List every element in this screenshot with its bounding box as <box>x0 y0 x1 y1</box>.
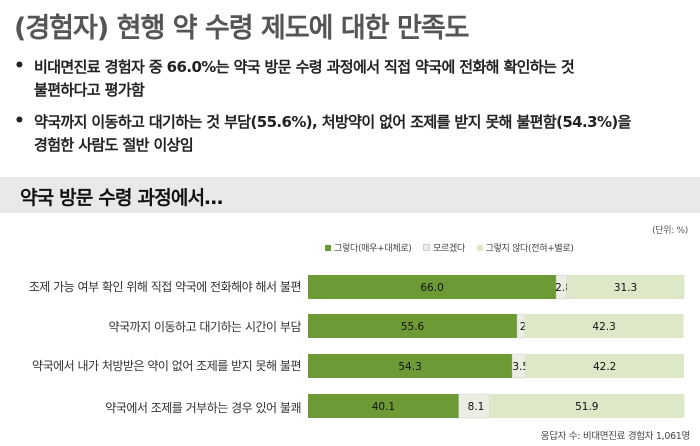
section-header: 약국 방문 수령 과정에서… <box>0 177 700 213</box>
value-label-disagree-1: 31.3 <box>614 282 637 294</box>
category-label-1: 조제 가능 여부 확인 위해 직접 약국에 전화해야 해서 불편 <box>28 280 302 294</box>
legend-swatch-agree <box>325 245 331 251</box>
value-label-neutral-2: 2 <box>520 321 527 333</box>
value-label-agree-1: 66.0 <box>420 282 443 294</box>
bullet-dot-icon: • <box>14 111 25 131</box>
bullet-2-line-1: 약국까지 이동하고 대기하는 것 부담(55.6%), 처방약이 없어 조제를 … <box>34 113 631 131</box>
bar-agree-4 <box>308 394 459 418</box>
category-label-3: 약국에서 내가 처방받은 약이 없어 조제를 받지 못해 불편 <box>32 359 301 373</box>
source-note: 응답자 수: 비대면진료 경험자 1,061명 <box>540 431 691 442</box>
chart-title: (경험자) 현행 약 수령 제도에 대한 만족도 <box>14 13 470 44</box>
section-title: 약국 방문 수령 과정에서… <box>20 187 223 209</box>
summary-bullet-1: • 비대면진료 경험자 중 66.0%는 약국 방문 수령 과정에서 직접 약국… <box>14 56 694 102</box>
category-label-2: 약국까지 이동하고 대기하는 시간이 부담 <box>108 320 302 334</box>
legend-label-disagree: 그렇지 않다(전혀+별로) <box>485 244 574 254</box>
value-label-agree-3: 54.3 <box>398 361 421 373</box>
value-label-agree-4: 40.1 <box>372 401 395 413</box>
category-label-4: 약국에서 조제를 거부하는 경우 있어 불쾌 <box>105 401 301 415</box>
value-label-neutral-4: 8.1 <box>468 401 485 413</box>
unit-label: (단위: %) <box>652 226 688 236</box>
bar-agree-3 <box>308 354 513 378</box>
value-label-neutral-3: 3.5 <box>512 361 529 373</box>
bar-neutral-4 <box>458 393 490 419</box>
value-label-disagree-4: 51.9 <box>575 401 598 413</box>
value-label-agree-2: 55.6 <box>401 321 425 333</box>
bar-disagree-3 <box>525 354 684 378</box>
summary-bullet-2: • 약국까지 이동하고 대기하는 것 부담(55.6%), 처방약이 없어 조제… <box>14 111 694 157</box>
bar-disagree-2 <box>524 314 684 338</box>
bar-disagree-4 <box>489 394 685 418</box>
value-label-disagree-3: 42.2 <box>593 361 616 373</box>
legend-label-neutral: 모르겠다 <box>433 244 465 254</box>
legend-label-agree: 그렇다(매우+대체로) <box>334 244 412 254</box>
legend-swatch-neutral <box>423 244 431 251</box>
legend-item-disagree: 그렇지 않다(전혀+별로) <box>476 241 574 254</box>
summary-bullets: • 비대면진료 경험자 중 66.0%는 약국 방문 수령 과정에서 직접 약국… <box>14 56 694 166</box>
legend-item-neutral: 모르겠다 <box>423 241 465 254</box>
bar-disagree-1 <box>566 275 685 299</box>
legend: 그렇다(매우+대체로) 모르겠다 그렇지 않다(전혀+별로) <box>325 241 583 254</box>
bullet-dot-icon: • <box>14 56 25 76</box>
bullet-2-line-2: 경험한 사람도 절반 이상임 <box>34 136 194 154</box>
value-label-disagree-2: 42.3 <box>592 321 615 333</box>
bar-agree-2 <box>308 314 518 338</box>
legend-swatch-disagree <box>476 245 483 251</box>
legend-item-agree: 그렇다(매우+대체로) <box>325 241 412 254</box>
bar-agree-1 <box>308 275 557 299</box>
bullet-1-line-1: 비대면진료 경험자 중 66.0%는 약국 방문 수령 과정에서 직접 약국에 … <box>34 58 575 76</box>
bullet-1-line-2: 불편하다고 평가함 <box>34 81 145 99</box>
